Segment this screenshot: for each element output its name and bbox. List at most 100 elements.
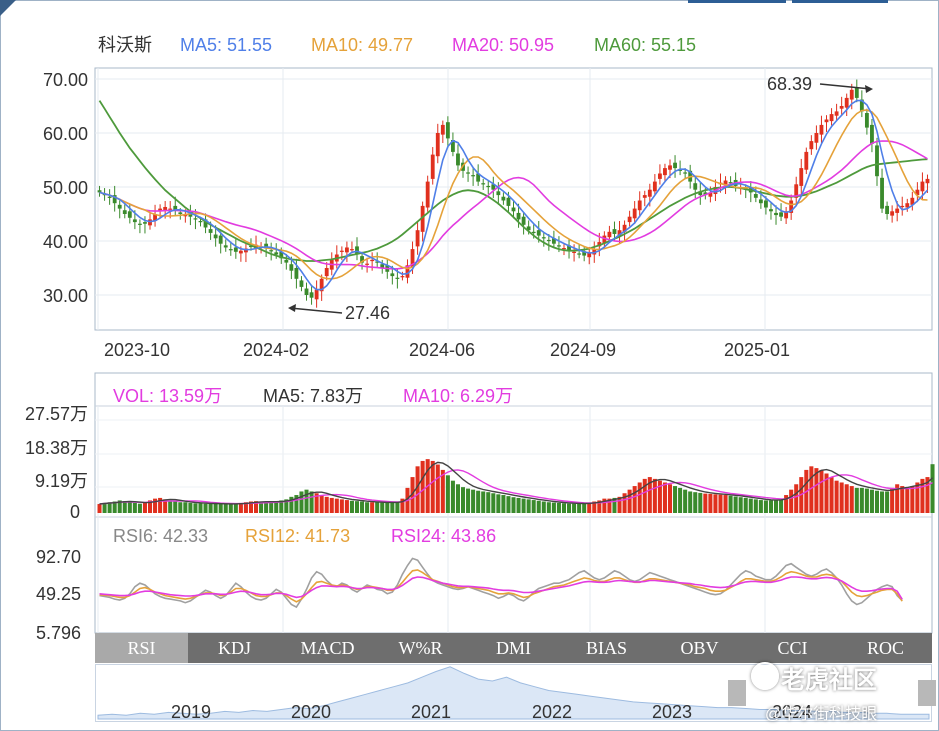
volume-bar (890, 487, 895, 513)
watermark: 老虎社区 @华尔街科技眼 (739, 656, 929, 726)
candle-body (784, 211, 789, 219)
candle-body (471, 175, 476, 177)
candle-body (859, 99, 864, 112)
volume-bar (587, 502, 592, 513)
tab-bias[interactable]: BIAS (585, 638, 627, 658)
candle-body (567, 245, 571, 251)
volume-bar (779, 498, 784, 513)
volume-bar (430, 460, 435, 513)
candle-body (445, 122, 450, 139)
volume-bar (627, 489, 632, 513)
top-tab-marker-2[interactable] (792, 0, 888, 3)
tab-roc[interactable]: ROC (866, 638, 904, 658)
volume-bar (768, 500, 773, 513)
navigator-year: 2023 (652, 702, 692, 721)
volume-bar (183, 502, 188, 513)
volume-bar (491, 493, 496, 513)
candle-body (516, 212, 521, 220)
candle-body (112, 195, 117, 204)
candle-body (541, 237, 546, 239)
volume-bar (455, 484, 460, 513)
candle-body (198, 221, 203, 223)
volume-bar (218, 504, 223, 513)
candle-body (673, 162, 677, 169)
candle-body (122, 210, 127, 214)
volume-bar (284, 499, 289, 513)
volume-bar (819, 469, 824, 513)
volume-bar (551, 502, 556, 513)
candle-body (410, 249, 415, 267)
volume-bar (112, 501, 117, 513)
volume-bar (501, 495, 506, 513)
date-xtick: 2025-01 (724, 340, 790, 360)
candle-body (269, 250, 274, 252)
tab-macd[interactable]: MACD (300, 638, 355, 658)
vol-ma5-legend: MA5: 7.83万 (263, 386, 363, 406)
volume-bar (728, 495, 733, 513)
volume-bar (233, 503, 238, 513)
rsi24-legend: RSI24: 43.86 (391, 526, 496, 546)
candle-body (390, 273, 395, 277)
tab-dmi[interactable]: DMI (496, 638, 531, 658)
volume-bar (365, 502, 370, 513)
candle-body (405, 265, 410, 278)
navigator-handle-right[interactable] (918, 680, 936, 706)
volume-bar (445, 475, 450, 513)
tab-rsi[interactable]: RSI (95, 633, 188, 663)
rsi6-legend: RSI6: 42.33 (113, 526, 208, 546)
volume-bar (193, 503, 198, 513)
volume-bar (309, 491, 314, 513)
top-tab-marker-1[interactable] (688, 0, 786, 3)
navigator-year: 2022 (532, 702, 572, 721)
candle-body (117, 204, 122, 209)
volume-bar (238, 502, 243, 513)
volume-bar (874, 490, 880, 513)
candle-body (183, 215, 188, 217)
candle-body (309, 292, 314, 298)
candle-body (380, 264, 385, 268)
volume-bar (612, 497, 617, 513)
candle-body (476, 173, 481, 182)
volume-bar (905, 487, 910, 513)
navigator-handle-left[interactable] (728, 680, 746, 706)
tab-cci[interactable]: CCI (777, 638, 808, 658)
time-range-navigator[interactable]: 2019 2020 2021 2022 2023 2024 (95, 664, 932, 722)
volume-bar (198, 503, 203, 513)
vol-ytick: 18.38万 (25, 438, 88, 458)
volume-bar (349, 500, 354, 513)
candle-body (647, 189, 652, 197)
candle-body (238, 250, 243, 254)
navigator-area (97, 666, 930, 720)
candle-body (102, 194, 107, 196)
tab-wr[interactable]: W%R (398, 638, 443, 658)
volume-bar (864, 488, 869, 513)
volume-bar (662, 482, 667, 513)
tab-obv[interactable]: OBV (680, 638, 719, 658)
candle-body (678, 169, 683, 171)
volume-bar (567, 503, 572, 513)
candle-body (582, 251, 587, 256)
ma60-line (98, 100, 928, 262)
tab-kdj[interactable]: KDJ (217, 638, 251, 658)
candle-body (557, 245, 561, 247)
candle-body (794, 184, 799, 198)
candle-body (531, 231, 536, 234)
navigator-area-chart[interactable]: 2019 2020 2021 2022 2023 2024 (96, 665, 931, 722)
candle-body (546, 239, 551, 242)
ma60-legend: MA60: 55.15 (594, 35, 696, 55)
volume-bar (859, 487, 864, 513)
candle-body (430, 154, 435, 179)
volume-bar (683, 489, 688, 513)
candle-body (173, 205, 178, 211)
candle-body (375, 261, 380, 263)
volume-bar (597, 500, 602, 513)
vol-ytick: 9.19万 (35, 471, 88, 491)
candle-body (466, 172, 470, 174)
candle-body (127, 211, 132, 218)
candle-body (208, 229, 213, 233)
volume-bar (370, 502, 375, 513)
candle-body (294, 268, 299, 279)
volume-bar (592, 501, 597, 513)
volume-bar (506, 496, 511, 513)
